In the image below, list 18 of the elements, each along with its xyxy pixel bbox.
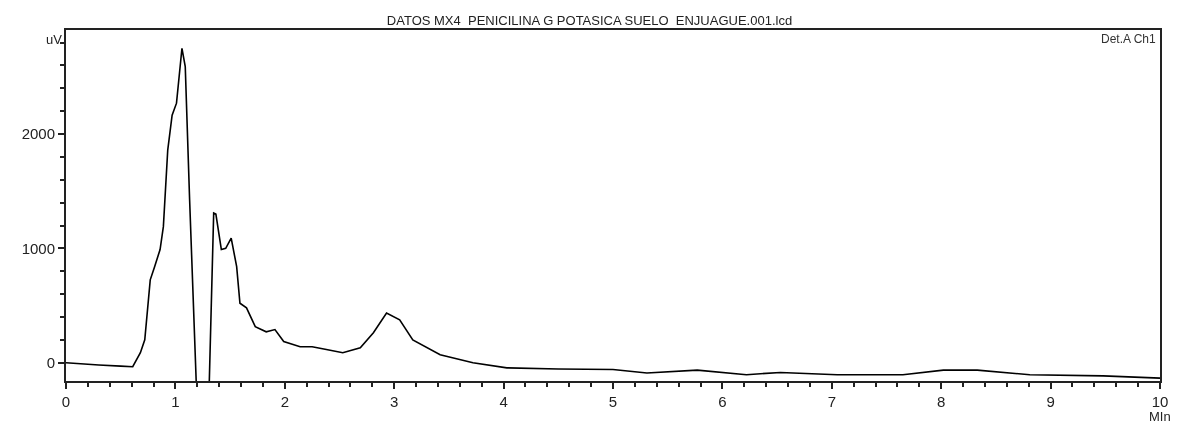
x-tick-label: 4 [499,393,508,410]
x-tick-label: 7 [827,393,836,410]
y-tick-label: 0 [46,353,55,371]
x-tick-label: 9 [1046,393,1055,410]
x-tick-label: 1 [171,393,180,410]
x-tick-label: 3 [390,393,399,410]
x-tick-label: 2 [280,393,289,410]
y-axis-title: uV [46,32,63,47]
x-tick-label: 0 [61,393,71,410]
y-tick-label: 2000 [21,125,55,143]
x-axis-title: MIn [1149,409,1171,424]
y-tick-label: 1000 [21,239,55,257]
chart-title: DATOS MX4 PENICILINA G POTASICA SUELO ENJUAGUE.001.lcd [386,12,793,28]
annotation: Det.A Ch1 [1101,32,1157,46]
x-tick-label: 8 [937,393,946,410]
x-tick-label: 6 [718,393,727,410]
x-tick-label: 10 [1151,393,1169,410]
x-tick-label: 5 [608,393,618,410]
